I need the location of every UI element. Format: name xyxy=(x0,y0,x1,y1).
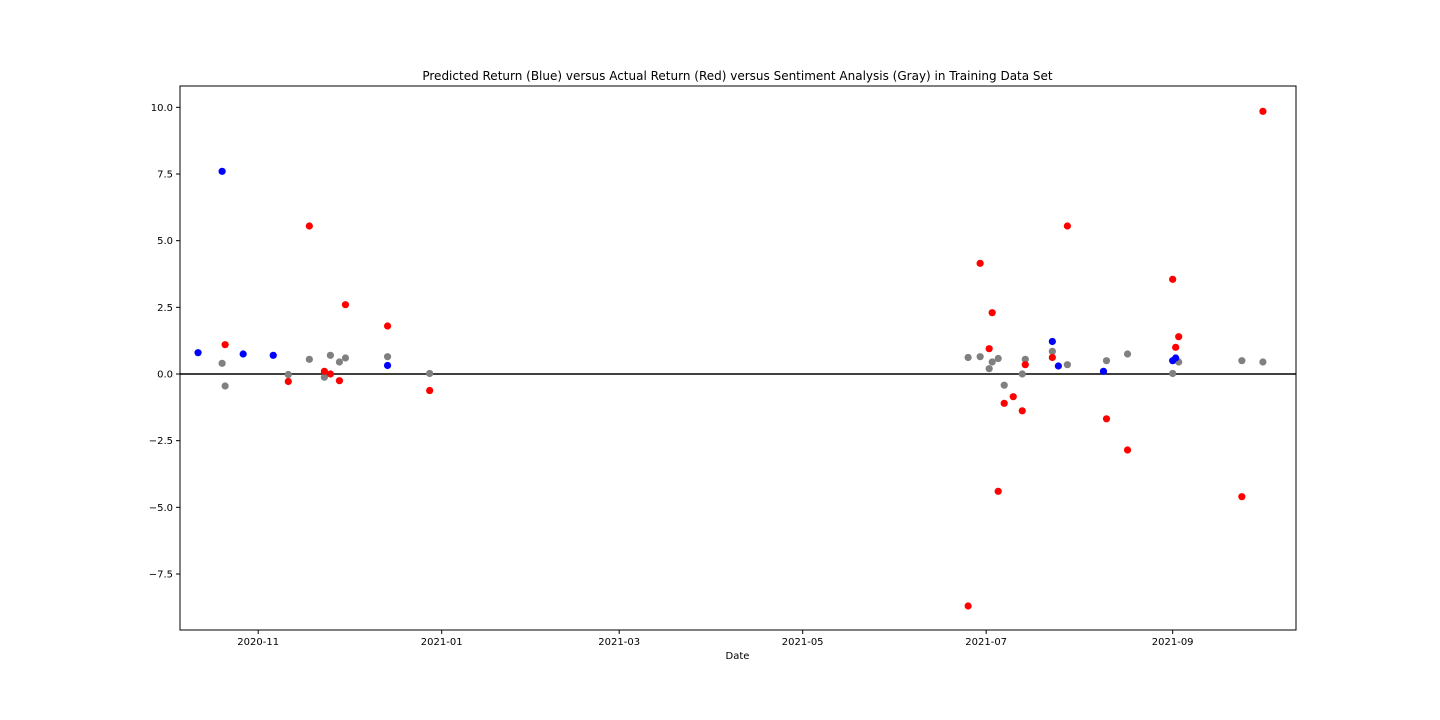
x-tick-label: 2020-11 xyxy=(237,637,279,648)
data-point xyxy=(1172,343,1180,351)
data-point xyxy=(1063,222,1071,230)
data-point xyxy=(383,353,392,361)
data-point xyxy=(326,370,335,378)
x-tick-label: 2021-07 xyxy=(965,637,1007,648)
x-tick-label: 2021-05 xyxy=(782,637,824,648)
data-point xyxy=(1259,358,1267,366)
y-tick-label: −5.0 xyxy=(149,503,173,514)
data-point xyxy=(221,341,229,349)
data-point xyxy=(994,487,1002,495)
data-point xyxy=(218,359,226,367)
data-point xyxy=(383,361,392,370)
y-tick-label: 10.0 xyxy=(151,103,173,114)
data-point xyxy=(284,370,292,379)
data-point xyxy=(994,354,1002,363)
data-point xyxy=(1054,362,1062,370)
data-point xyxy=(1175,333,1183,341)
data-point xyxy=(335,358,344,366)
y-tick-label: 7.5 xyxy=(157,170,173,181)
data-point xyxy=(1238,493,1246,501)
data-point xyxy=(1169,275,1177,283)
data-point xyxy=(1018,370,1026,378)
data-point xyxy=(976,353,984,361)
x-axis-label: Date xyxy=(726,651,750,662)
x-tick-label: 2021-03 xyxy=(598,637,640,648)
data-point xyxy=(284,377,292,386)
data-point xyxy=(1123,446,1132,454)
y-tick-label: 5.0 xyxy=(157,236,173,247)
data-point xyxy=(964,602,972,610)
data-point xyxy=(1048,353,1056,362)
data-point xyxy=(1102,357,1111,365)
y-tick-label: 0.0 xyxy=(157,370,173,381)
data-point xyxy=(218,167,226,175)
data-point xyxy=(1009,393,1017,401)
data-point xyxy=(305,222,313,230)
data-point xyxy=(1172,354,1180,362)
data-point xyxy=(1099,367,1108,375)
data-point xyxy=(239,350,247,358)
data-point xyxy=(194,349,202,357)
data-point xyxy=(988,358,996,366)
data-point xyxy=(383,322,392,330)
data-point xyxy=(1259,107,1267,115)
data-point xyxy=(1048,337,1056,346)
chart-title: Predicted Return (Blue) versus Actual Re… xyxy=(422,69,1053,83)
data-point xyxy=(341,301,350,309)
plot-area: 10.0 7.5 5.0 2.5 0.0 −2.5 −5.0 −7.5 2020-11 2021-… xyxy=(149,85,1297,648)
data-point xyxy=(1018,407,1026,415)
data-point xyxy=(1063,361,1071,369)
data-point xyxy=(320,373,328,381)
data-point xyxy=(1238,357,1246,365)
data-point xyxy=(964,353,972,362)
x-tick-label: 2021-09 xyxy=(1152,637,1194,648)
data-point xyxy=(335,377,344,385)
data-point xyxy=(269,351,277,359)
data-point xyxy=(305,355,313,363)
data-point xyxy=(985,345,993,353)
data-point xyxy=(1169,369,1177,378)
data-point xyxy=(1000,381,1008,389)
y-tick-label: −7.5 xyxy=(149,570,173,581)
y-tick-label: 2.5 xyxy=(157,303,173,314)
data-point xyxy=(1048,347,1056,355)
data-point xyxy=(320,367,328,375)
data-point xyxy=(326,351,335,359)
x-tick-label: 2021-01 xyxy=(421,637,463,648)
data-point xyxy=(1021,361,1029,369)
data-point xyxy=(1102,415,1111,423)
plot-frame xyxy=(179,85,1297,631)
data-point xyxy=(341,354,350,362)
data-point xyxy=(221,382,229,390)
data-point xyxy=(985,365,993,373)
data-point xyxy=(1021,355,1029,363)
data-point xyxy=(426,369,434,378)
data-point xyxy=(976,259,984,267)
data-point xyxy=(988,309,996,317)
data-point xyxy=(1123,350,1132,358)
data-point xyxy=(426,386,434,395)
data-point xyxy=(1000,399,1008,407)
y-tick-label: −2.5 xyxy=(149,436,173,447)
